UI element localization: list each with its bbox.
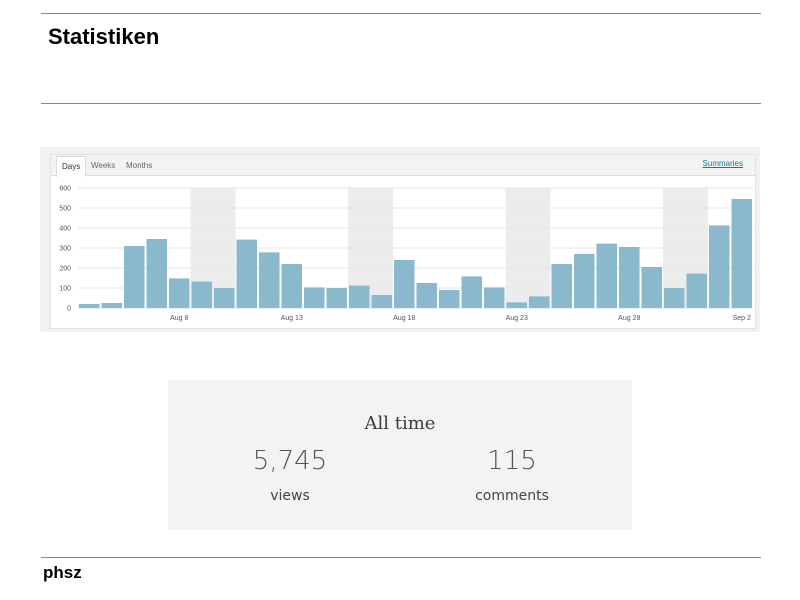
page-title: Statistiken: [48, 24, 160, 49]
comments-count: 115: [487, 446, 537, 476]
stats-chart-card: Days Weeks Months Summaries 0 100 200 300 40…: [50, 154, 756, 329]
bar: [506, 302, 527, 308]
bar: [169, 278, 190, 308]
stats-chart-panel: Days Weeks Months Summaries 0 100 200 300 40…: [40, 147, 760, 332]
bar: [686, 273, 707, 308]
bar: [394, 260, 415, 308]
bar: [461, 276, 482, 308]
views-count: 5,745: [252, 446, 328, 476]
bar: [574, 254, 595, 308]
x-tick-label: Sep 2: [733, 315, 751, 322]
bar: [79, 304, 100, 308]
footer-label: phsz: [43, 563, 82, 582]
period-tabs: Days Weeks Months Summaries: [51, 155, 755, 177]
bar: [349, 285, 370, 308]
tab-months[interactable]: Months: [126, 161, 153, 170]
views-label: views: [270, 488, 310, 504]
tab-days[interactable]: Days: [56, 156, 87, 177]
bar: [709, 225, 730, 308]
comments-label: comments: [475, 488, 549, 504]
bar: [304, 287, 325, 308]
bar: [416, 283, 437, 308]
bar: [124, 246, 145, 308]
x-tick-label: Aug 23: [506, 315, 528, 322]
bar: [214, 288, 235, 308]
bar: [326, 288, 347, 308]
bar: [146, 239, 167, 308]
comments-stat: 115 comments: [412, 446, 612, 504]
y-tick-label: 0: [67, 306, 71, 313]
views-stat: 5,745 views: [190, 446, 390, 504]
bar: [101, 303, 122, 308]
x-tick-label: Aug 28: [618, 315, 640, 322]
y-tick-label: 200: [59, 266, 71, 273]
header-divider: [41, 103, 761, 104]
y-tick-label: 100: [59, 286, 71, 293]
bar: [236, 239, 257, 308]
x-tick-label: Aug 18: [393, 315, 415, 322]
bar: [191, 281, 212, 308]
all-time-stats-box: All time 5,745 views 115 comments: [168, 380, 632, 530]
y-tick-label: 300: [59, 246, 71, 253]
all-time-title: All time: [364, 413, 436, 434]
views-bar-chart: 0 100 200 300 400 500 600 Aug 8 Aug 13 Aug 18 Aug …: [59, 186, 753, 322]
tab-weeks[interactable]: Weeks: [91, 161, 116, 170]
bar: [259, 252, 280, 308]
x-tick-label: Aug 13: [281, 315, 303, 322]
x-tick-label: Aug 8: [170, 315, 188, 322]
bar: [371, 295, 392, 308]
y-tick-label: 500: [59, 206, 71, 213]
bar: [596, 243, 617, 308]
bar: [731, 199, 752, 308]
bar: [281, 264, 302, 308]
bar: [641, 267, 662, 308]
bar: [551, 264, 572, 308]
footer-divider: [41, 557, 761, 558]
top-rule: [41, 13, 761, 14]
bar: [664, 288, 685, 308]
y-tick-label: 600: [59, 186, 71, 193]
bar: [439, 290, 460, 308]
bar: [484, 287, 505, 308]
bar: [619, 247, 640, 308]
summaries-link[interactable]: Summaries: [702, 159, 743, 168]
y-tick-label: 400: [59, 226, 71, 233]
bar: [529, 296, 550, 308]
